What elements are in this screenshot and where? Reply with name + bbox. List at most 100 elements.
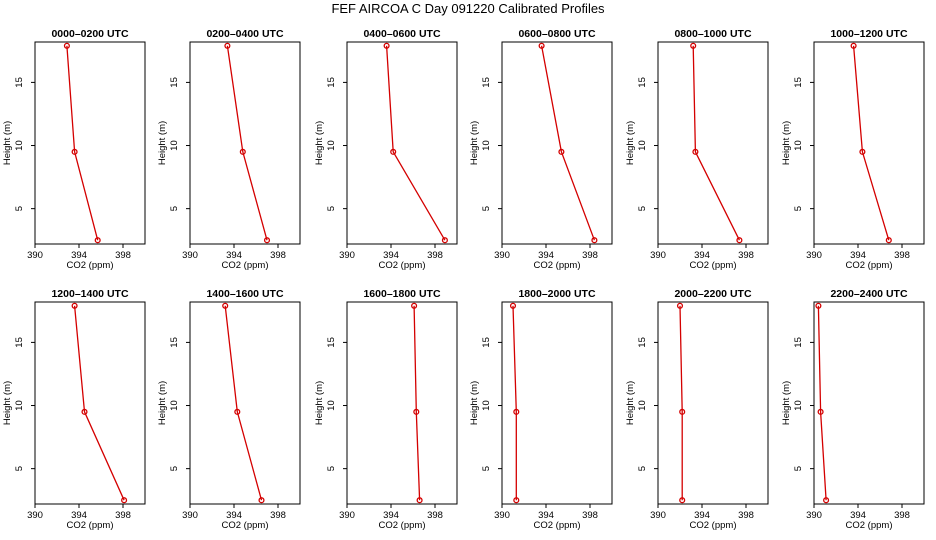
profile-point [94, 237, 101, 244]
x-tick-label: 390 [339, 510, 355, 521]
x-tick-label: 390 [494, 510, 510, 521]
plot-frame [34, 301, 146, 505]
profile-point [676, 302, 684, 309]
profile-point [441, 237, 448, 244]
x-tick-label: 398 [582, 510, 598, 521]
y-axis-label: Height (m) [781, 121, 792, 165]
x-axis-label: CO2 (ppm) [379, 260, 426, 271]
plot-frame [189, 301, 301, 505]
x-tick-label: 394 [538, 250, 554, 261]
plot-frame [501, 41, 613, 245]
profile-line [73, 305, 125, 501]
plot-frame [657, 301, 769, 505]
x-tick-label: 394 [383, 510, 399, 521]
y-tick-label: 15 [481, 337, 492, 348]
plot-frame [346, 41, 458, 245]
profile-point [81, 408, 88, 415]
x-axis-label: CO2 (ppm) [379, 520, 426, 531]
y-tick-label: 5 [637, 466, 648, 471]
profile-point [383, 42, 390, 49]
y-tick-label: 15 [793, 337, 804, 348]
y-axis-label: Height (m) [2, 121, 13, 165]
profile-point [859, 148, 866, 155]
plot-frame [657, 41, 769, 245]
profile-point [736, 237, 743, 244]
profile-panel: 2200–2400 UTC 390 394 398 5 10 15 CO2 (ppm) Heig… [781, 288, 925, 531]
profile-point [558, 148, 565, 155]
y-tick-label: 10 [793, 400, 804, 411]
profile-point [815, 302, 822, 309]
profile-panel: 0600–0800 UTC 390 394 398 5 10 15 CO2 (ppm) Heig… [469, 28, 613, 271]
profile-line [385, 45, 446, 241]
plot-frame [501, 301, 613, 505]
y-tick-label: 5 [793, 206, 804, 211]
profile-line [692, 45, 740, 241]
profile-line [224, 305, 263, 501]
profile-panel: 1400–1600 UTC 390 394 398 5 10 15 CO2 (ppm) Heig… [157, 288, 301, 531]
x-tick-label: 398 [270, 510, 286, 521]
profile-point [71, 148, 78, 155]
y-tick-label: 5 [14, 206, 25, 211]
profile-panel: 1200–1400 UTC 390 394 398 5 10 15 CO2 (ppm) Heig… [2, 288, 146, 531]
profile-panel: 1600–1800 UTC 390 394 398 5 10 15 CO2 (ppm) Heig… [314, 288, 458, 531]
x-tick-label: 390 [339, 250, 355, 261]
profile-point [679, 497, 686, 504]
x-axis-label: CO2 (ppm) [846, 260, 893, 271]
x-axis-label: CO2 (ppm) [534, 260, 581, 271]
figure-title: FEF AIRCOA C Day 091220 Calibrated Profi… [331, 1, 605, 16]
y-axis-label: Height (m) [314, 121, 325, 165]
profile-line [66, 45, 99, 241]
y-tick-label: 10 [637, 400, 648, 411]
panel-title: 2000–2200 UTC [674, 288, 751, 300]
x-tick-label: 390 [494, 250, 510, 261]
x-tick-label: 390 [650, 250, 666, 261]
y-axis-label: Height (m) [314, 381, 325, 425]
y-tick-label: 15 [637, 337, 648, 348]
x-axis-label: CO2 (ppm) [67, 520, 114, 531]
y-tick-label: 15 [14, 337, 25, 348]
panel-title: 1600–1800 UTC [363, 288, 440, 300]
x-tick-label: 394 [694, 510, 710, 521]
x-tick-label: 394 [71, 250, 87, 261]
x-tick-label: 394 [538, 510, 554, 521]
profile-point [817, 408, 824, 415]
x-axis-label: CO2 (ppm) [222, 260, 269, 271]
y-tick-label: 10 [637, 140, 648, 151]
profile-panel: 1800–2000 UTC 390 394 398 5 10 15 CO2 (ppm) Heig… [469, 288, 613, 531]
plot-frame [189, 41, 301, 245]
profile-point [538, 42, 545, 49]
plot-frame [346, 301, 458, 505]
plot-frame [813, 41, 925, 245]
profile-point [513, 408, 520, 415]
y-tick-label: 15 [169, 77, 180, 88]
y-tick-label: 15 [637, 77, 648, 88]
profile-point [234, 408, 241, 415]
x-axis-label: CO2 (ppm) [690, 520, 737, 531]
profile-point [823, 497, 830, 504]
x-tick-label: 394 [850, 510, 866, 521]
y-tick-label: 5 [326, 466, 337, 471]
y-tick-label: 15 [481, 77, 492, 88]
y-tick-label: 5 [793, 466, 804, 471]
panel-title: 2200–2400 UTC [830, 288, 907, 300]
profile-point [591, 237, 598, 244]
x-tick-label: 394 [226, 250, 242, 261]
x-tick-label: 390 [806, 250, 822, 261]
x-tick-label: 394 [71, 510, 87, 521]
x-tick-label: 390 [650, 510, 666, 521]
x-tick-label: 398 [894, 250, 910, 261]
profile-point [390, 148, 397, 155]
profile-panel: 2000–2200 UTC 390 394 398 5 10 15 CO2 (ppm) Heig… [625, 288, 769, 531]
x-tick-label: 398 [582, 250, 598, 261]
y-tick-label: 5 [169, 206, 180, 211]
y-axis-label: Height (m) [469, 121, 480, 165]
profile-point [690, 42, 697, 49]
y-tick-label: 10 [14, 140, 25, 151]
panel-title: 0000–0200 UTC [51, 28, 128, 40]
x-axis-label: CO2 (ppm) [690, 260, 737, 271]
panel-title: 0200–0400 UTC [206, 28, 283, 40]
y-axis-label: Height (m) [625, 121, 636, 165]
x-axis-label: CO2 (ppm) [846, 520, 893, 531]
panel-title: 1400–1600 UTC [206, 288, 283, 300]
x-axis-label: CO2 (ppm) [222, 520, 269, 531]
